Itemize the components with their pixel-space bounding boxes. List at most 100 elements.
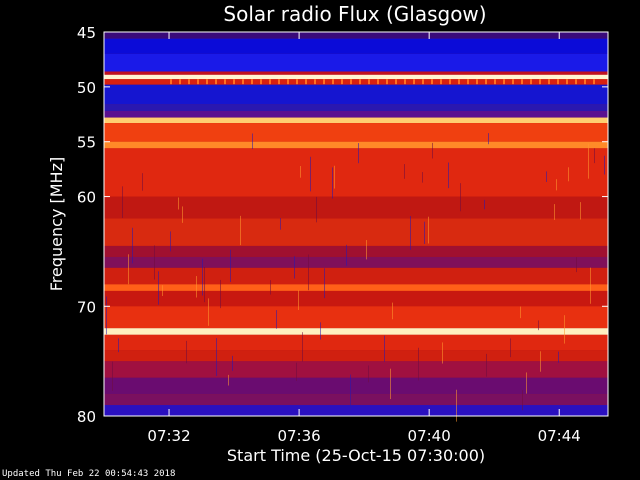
spike-dot [476, 79, 478, 85]
spike-dot [449, 79, 451, 85]
frequency-band [104, 350, 608, 362]
x-tick-label: 07:40 [408, 427, 451, 445]
noise-streak [588, 143, 589, 179]
spike-dot [593, 79, 595, 85]
noise-streak [182, 206, 183, 223]
frequency-band [104, 104, 608, 111]
noise-streak [358, 143, 359, 164]
frequency-band [104, 218, 608, 246]
noise-streak [594, 148, 595, 164]
noise-streak [230, 249, 231, 282]
noise-streak [196, 276, 197, 298]
noise-streak [448, 162, 449, 189]
noise-streak [302, 332, 303, 362]
noise-streak [456, 389, 457, 422]
noise-streak [178, 197, 179, 210]
noise-streak [154, 245, 155, 280]
noise-streak [604, 155, 605, 175]
noise-streak [106, 296, 107, 335]
spike-dot [179, 79, 181, 85]
noise-streak [158, 271, 159, 305]
frequency-band [104, 123, 608, 142]
noise-streak [422, 172, 423, 183]
chart-title: Solar radio Flux (Glasgow) [223, 2, 486, 26]
spike-dot [386, 79, 388, 85]
noise-streak [488, 133, 489, 145]
spike-dot [485, 79, 487, 85]
spectrogram-plot-area [103, 31, 609, 422]
x-tick-label: 07:36 [277, 427, 320, 445]
spike-dot [404, 79, 406, 85]
x-axis-title: Start Time (25-Oct-15 07:30:00) [227, 446, 485, 465]
y-axis-title: Frequency [MHz] [47, 157, 66, 291]
frequency-band [104, 306, 608, 329]
spike-dot [359, 79, 361, 85]
noise-streak [418, 347, 419, 381]
noise-streak [324, 268, 325, 299]
spike-dot [440, 79, 442, 85]
noise-streak [390, 368, 391, 400]
spike-dot [467, 79, 469, 85]
noise-streak [442, 342, 443, 364]
spike-dot [242, 79, 244, 85]
spike-dot [566, 79, 568, 85]
spike-dot [503, 79, 505, 85]
spike-dot [251, 79, 253, 85]
y-axis: 45 50 55 60 70 80 [77, 24, 608, 426]
y-tick-label: 45 [77, 24, 96, 42]
noise-streak [368, 365, 369, 383]
noise-streak [142, 173, 143, 191]
frequency-band [104, 71, 608, 75]
frequency-band [104, 110, 608, 118]
noise-streak [252, 133, 253, 150]
spike-dot [215, 79, 217, 85]
spike-dot [575, 79, 577, 85]
spike-dot [188, 79, 190, 85]
frequency-band [104, 38, 608, 54]
noise-streak [170, 231, 171, 252]
spike-dot [395, 79, 397, 85]
noise-streak [270, 280, 271, 295]
spike-dot [314, 79, 316, 85]
noise-streak [228, 374, 229, 386]
noise-streak [132, 227, 133, 264]
spike-dot [458, 79, 460, 85]
spike-dot [170, 79, 172, 85]
noise-streak [526, 372, 527, 394]
spike-dot [323, 79, 325, 85]
noise-streak [432, 142, 433, 159]
noise-streak [428, 216, 429, 244]
frequency-band [104, 290, 608, 307]
spike-dot [584, 79, 586, 85]
noise-streak [298, 290, 299, 310]
spike-dot [278, 79, 280, 85]
frequency-band [104, 267, 608, 285]
frequency-band [104, 377, 608, 395]
spike-dot [413, 79, 415, 85]
noise-streak [208, 298, 209, 326]
frequency-band [104, 284, 608, 291]
spike-dot [350, 79, 352, 85]
noise-streak [308, 254, 309, 291]
noise-streak [484, 199, 485, 210]
y-tick-label: 80 [77, 408, 96, 426]
noise-streak [410, 216, 411, 250]
frequency-band [104, 394, 608, 406]
frequency-band [104, 79, 608, 85]
updated-timestamp: Updated Thu Feb 22 00:54:43 2018 [2, 469, 176, 479]
noise-streak [384, 335, 385, 362]
frequency-band [104, 328, 608, 335]
noise-streak [334, 165, 335, 189]
noise-streak [590, 267, 591, 304]
frequency-band [104, 196, 608, 219]
noise-streak [204, 266, 205, 303]
y-tick-label: 55 [77, 134, 96, 152]
noise-streak [564, 315, 565, 344]
frequency-band [104, 141, 608, 149]
noise-streak [366, 240, 367, 260]
noise-streak [162, 285, 163, 296]
noise-streak [350, 374, 351, 411]
noise-streak [296, 362, 297, 382]
noise-streak [320, 322, 321, 340]
